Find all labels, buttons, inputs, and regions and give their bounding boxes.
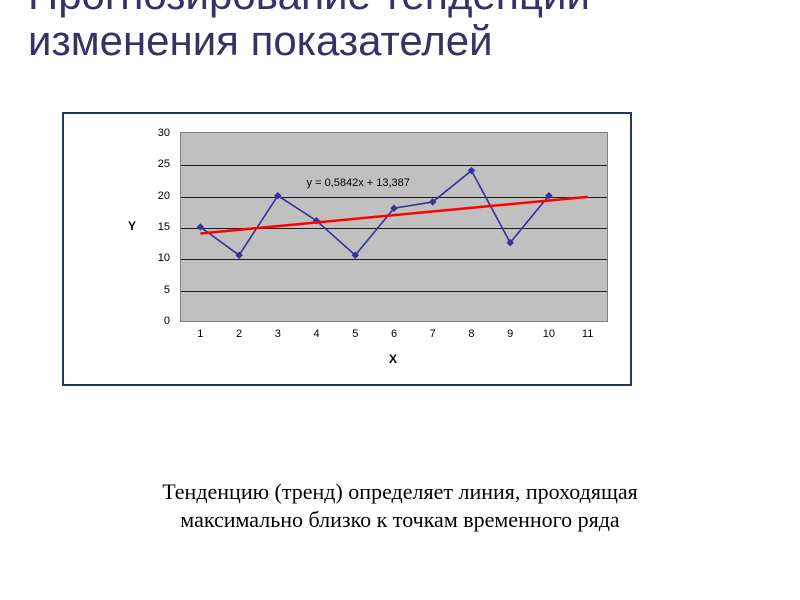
grid-line xyxy=(181,197,607,198)
x-tick-label: 5 xyxy=(352,328,358,340)
y-axis-title: Y xyxy=(128,219,136,233)
y-tick-label: 15 xyxy=(142,221,170,233)
x-tick-label: 6 xyxy=(391,328,397,340)
x-tick-label: 11 xyxy=(582,328,593,340)
x-tick-label: 8 xyxy=(468,328,474,340)
trend-equation: y = 0,5842x + 13,387 xyxy=(307,177,410,189)
x-tick-label: 2 xyxy=(236,328,242,340)
y-tick-label: 0 xyxy=(142,315,170,327)
grid-line xyxy=(181,165,607,166)
x-tick-label: 9 xyxy=(507,328,513,340)
caption: Тенденцию (тренд) определяет линия, прох… xyxy=(0,478,800,533)
x-tick-label: 7 xyxy=(430,328,436,340)
x-tick-label: 10 xyxy=(543,328,555,340)
y-tick-label: 25 xyxy=(142,158,170,170)
y-tick-label: 20 xyxy=(142,190,170,202)
grid-line xyxy=(181,291,607,292)
plot-area xyxy=(180,132,608,322)
chart-frame: Y X y = 0,5842x + 13,387 0 5 10 15 20 25 30 1 2 3… xyxy=(62,112,632,386)
grid-line xyxy=(181,228,607,229)
x-tick-label: 4 xyxy=(313,328,319,340)
grid-line xyxy=(181,259,607,260)
caption-line2: максимально близко к точкам временного р… xyxy=(180,507,619,532)
y-tick-label: 10 xyxy=(142,252,170,264)
x-axis-title: X xyxy=(389,352,397,366)
x-tick-label: 3 xyxy=(275,328,281,340)
x-tick-label: 1 xyxy=(197,328,203,340)
slide-title: Прогнозирование тенденции изменения пока… xyxy=(28,0,748,64)
y-tick-label: 30 xyxy=(142,127,170,139)
caption-line1: Тенденцию (тренд) определяет линия, прох… xyxy=(162,479,638,504)
y-tick-label: 5 xyxy=(142,284,170,296)
